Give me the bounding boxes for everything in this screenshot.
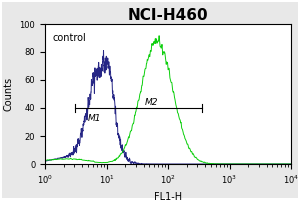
X-axis label: FL1-H: FL1-H: [154, 192, 182, 200]
Y-axis label: Counts: Counts: [4, 77, 14, 111]
Title: NCI-H460: NCI-H460: [128, 8, 208, 23]
Text: control: control: [52, 33, 86, 43]
Text: M1: M1: [88, 114, 101, 123]
Text: M2: M2: [145, 98, 158, 107]
